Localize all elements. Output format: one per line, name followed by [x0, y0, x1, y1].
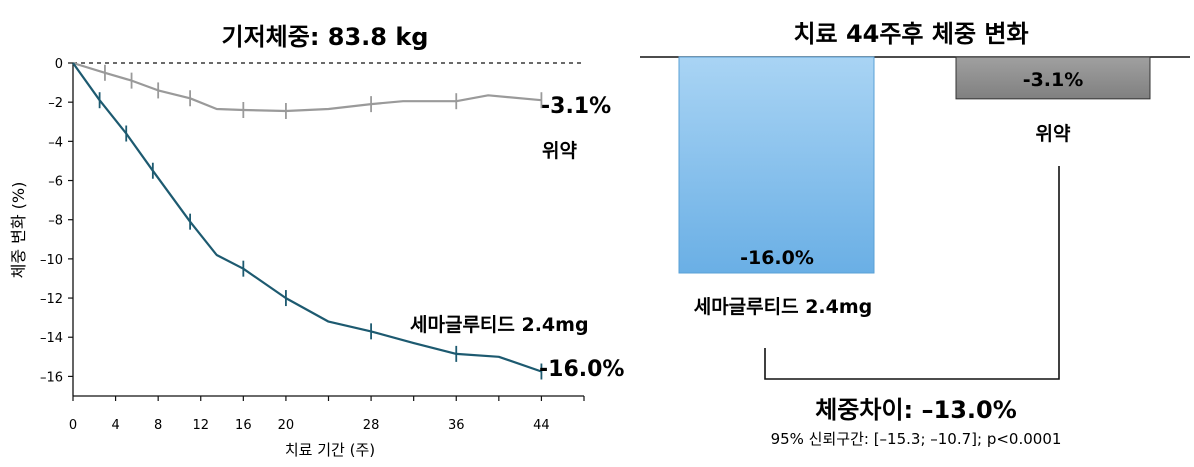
- y-tick-label: –6: [48, 175, 63, 190]
- difference-bracket: [764, 166, 1060, 380]
- y-axis-label: 체중 변화 (%): [9, 182, 28, 279]
- x-tick-label: 44: [533, 418, 550, 433]
- bar-chart-bars: [678, 56, 1151, 274]
- x-tick-label: 28: [363, 418, 380, 433]
- x-tick-label: 36: [448, 418, 465, 433]
- line-chart: 기저체중: 83.8 kg 0 –2 –4 –6 –8 –10 –12 –14 –16 0 4 8 12…: [9, 23, 624, 459]
- line-chart-axes: 0 –2 –4 –6 –8 –10 –12 –14 –16 0 4 8 12 16 20 28 36 44: [40, 57, 585, 433]
- y-tick-label: –12: [40, 292, 63, 307]
- placebo-end-value: -3.1%: [541, 94, 611, 119]
- bar-chart: 치료 44주후 체중 변화 -16.0% -3.1% 세마글루티드 2.4mg …: [640, 20, 1190, 448]
- bar-value-label-semaglutide: -16.0%: [740, 247, 814, 269]
- y-tick-label: –2: [48, 96, 63, 111]
- confidence-interval-label: 95% 신뢰구간: [–15.3; –10.7]; p<0.0001: [771, 430, 1062, 448]
- y-tick-label: –8: [48, 214, 63, 229]
- bar-value-label-placebo: -3.1%: [1023, 69, 1084, 91]
- y-tick-label: –14: [40, 331, 63, 346]
- bar-placebo: [955, 56, 1151, 100]
- y-tick-label: –10: [40, 253, 63, 268]
- y-tick-label: –16: [40, 370, 63, 385]
- x-tick-label: 4: [111, 418, 119, 433]
- difference-label: 체중차이: –13.0%: [815, 396, 1017, 424]
- bar-chart-title: 치료 44주후 체중 변화: [793, 20, 1028, 48]
- placebo-series-line: [72, 61, 542, 113]
- x-tick-label: 8: [154, 418, 162, 433]
- y-tick-label: 0: [55, 57, 63, 72]
- x-tick-label: 20: [278, 418, 295, 433]
- bar-semaglutide: [678, 56, 875, 274]
- x-tick-label: 16: [235, 418, 252, 433]
- semaglutide-end-value: -16.0%: [539, 357, 624, 382]
- placebo-series-label: 위약: [542, 140, 577, 162]
- line-chart-title: 기저체중: 83.8 kg: [222, 23, 429, 51]
- semaglutide-series-line: [72, 62, 542, 373]
- x-tick-label: 12: [192, 418, 209, 433]
- bar-category-placebo: 위약: [1036, 123, 1071, 145]
- line-chart-series: [72, 61, 543, 380]
- x-axis-label: 치료 기간 (주): [285, 441, 375, 459]
- bar-category-semaglutide: 세마글루티드 2.4mg: [694, 296, 873, 318]
- semaglutide-series-label: 세마글루티드 2.4mg: [410, 314, 589, 336]
- x-tick-label: 0: [69, 418, 77, 433]
- y-tick-label: –4: [48, 135, 63, 150]
